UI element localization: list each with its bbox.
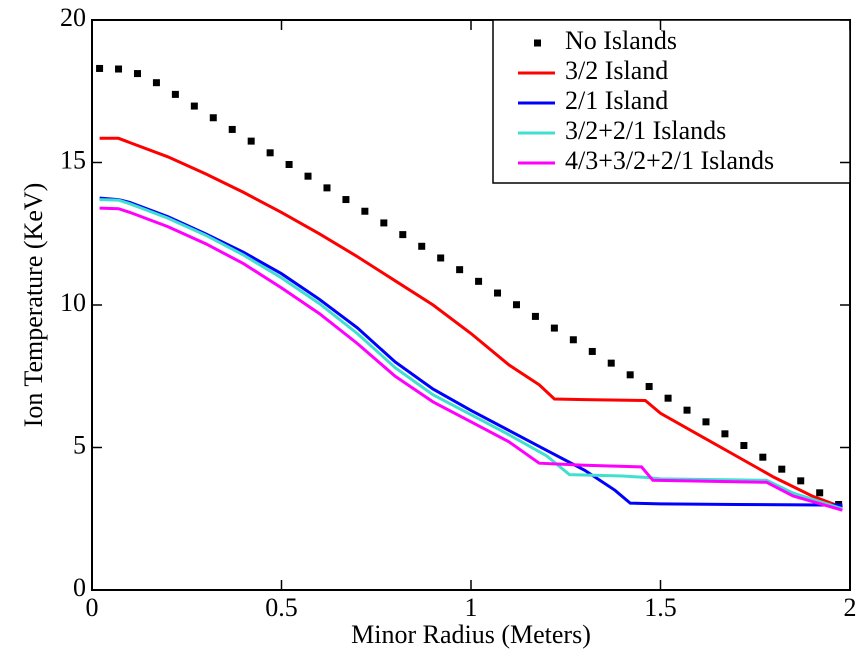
marker xyxy=(759,453,767,461)
marker xyxy=(512,301,520,309)
marker xyxy=(190,102,198,110)
legend-label: 3/2+2/1 Islands xyxy=(565,116,726,145)
marker xyxy=(171,90,179,98)
marker xyxy=(247,137,255,145)
x-tick-label: 2 xyxy=(844,593,856,622)
marker xyxy=(456,266,464,274)
legend-label: No Islands xyxy=(565,26,677,55)
marker xyxy=(475,277,483,285)
x-tick-label: 1.5 xyxy=(644,593,677,622)
legend-marker xyxy=(534,39,541,47)
x-axis-label: Minor Radius (Meters) xyxy=(351,620,591,649)
y-tick-label: 10 xyxy=(60,288,86,317)
x-tick-label: 0.5 xyxy=(265,593,298,622)
marker xyxy=(531,312,539,320)
marker xyxy=(266,149,274,157)
y-tick-label: 20 xyxy=(60,3,86,32)
marker xyxy=(228,125,236,133)
marker xyxy=(588,347,596,355)
marker xyxy=(664,394,672,402)
series-line xyxy=(99,198,843,511)
marker xyxy=(626,371,634,379)
marker xyxy=(721,430,729,438)
marker xyxy=(418,242,426,250)
marker xyxy=(209,114,217,122)
x-tick-label: 1 xyxy=(465,593,478,622)
marker xyxy=(399,231,407,239)
marker xyxy=(342,196,350,204)
marker xyxy=(494,289,502,297)
marker xyxy=(645,383,653,391)
marker xyxy=(380,219,388,227)
marker xyxy=(778,465,786,473)
series-line xyxy=(99,196,843,507)
legend-label: 2/1 Island xyxy=(565,86,668,115)
y-tick-label: 5 xyxy=(73,430,86,459)
marker xyxy=(361,207,369,215)
marker xyxy=(569,336,577,344)
marker xyxy=(550,324,558,332)
series-line xyxy=(99,206,843,512)
legend-label: 3/2 Island xyxy=(565,56,668,85)
y-axis-label: Ion Temperature (KeV) xyxy=(19,183,48,428)
marker xyxy=(323,184,331,192)
marker xyxy=(607,359,615,367)
marker xyxy=(437,254,445,262)
y-tick-label: 15 xyxy=(60,145,86,174)
marker xyxy=(115,65,123,73)
y-tick-label: 0 xyxy=(73,573,86,602)
marker xyxy=(797,477,805,485)
marker xyxy=(816,489,824,497)
marker xyxy=(152,79,160,87)
marker xyxy=(740,442,748,450)
marker xyxy=(96,64,104,72)
marker xyxy=(304,172,312,180)
marker xyxy=(683,406,691,414)
series-line xyxy=(99,136,843,509)
marker xyxy=(285,160,293,168)
marker xyxy=(133,70,141,78)
legend-label: 4/3+3/2+2/1 Islands xyxy=(565,146,774,175)
marker xyxy=(702,418,710,426)
x-tick-label: 0 xyxy=(86,593,99,622)
